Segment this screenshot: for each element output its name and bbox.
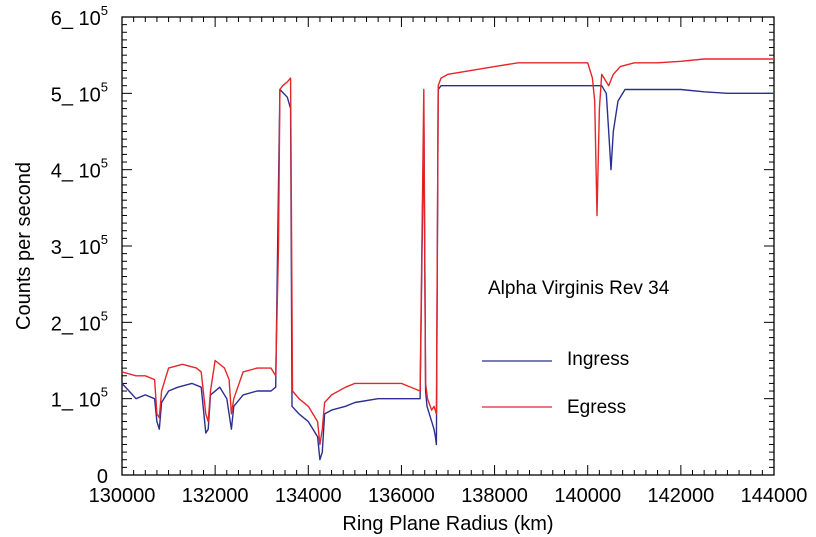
y-axis-title: Counts per second bbox=[13, 162, 35, 330]
series-group bbox=[121, 58, 774, 461]
x-tick-label: 136000 bbox=[368, 485, 435, 507]
y-tick-label: 6_ 105 bbox=[51, 3, 108, 30]
y-tick-label: 4_ 105 bbox=[51, 156, 108, 183]
series-line-ingress bbox=[121, 84, 774, 461]
x-tick-label: 130000 bbox=[89, 485, 156, 507]
y-tick-label: 1_ 105 bbox=[51, 385, 108, 412]
series-line-egress bbox=[121, 58, 774, 446]
y-tick-label: 0 bbox=[97, 466, 108, 488]
x-tick-label: 140000 bbox=[554, 485, 621, 507]
x-tick-label: 142000 bbox=[647, 485, 714, 507]
annotation-label: Alpha Virginis Rev 34 bbox=[488, 278, 670, 299]
legend: Ingress Egress bbox=[482, 349, 629, 418]
x-tick-label: 138000 bbox=[461, 485, 528, 507]
y-tick-label: 3_ 105 bbox=[51, 232, 108, 259]
x-tick-label: 134000 bbox=[275, 485, 342, 507]
legend-label-ingress: Ingress bbox=[567, 349, 629, 370]
x-tick-label: 132000 bbox=[182, 485, 249, 507]
x-tick-label: 144000 bbox=[741, 485, 808, 507]
y-tick-labels: 0 1_ 105 2_ 105 3_ 105 4_ 105 5_ 105 6_ 105 bbox=[51, 3, 108, 488]
x-axis-title: Ring Plane Radius (km) bbox=[342, 513, 553, 535]
y-tick-label: 5_ 105 bbox=[51, 79, 108, 106]
x-tick-labels: 130000 132000 134000 136000 138000 140000 1420… bbox=[89, 485, 808, 507]
y-tick-label: 2_ 105 bbox=[51, 308, 108, 335]
legend-label-egress: Egress bbox=[567, 397, 626, 418]
axis-ticks bbox=[121, 16, 775, 476]
